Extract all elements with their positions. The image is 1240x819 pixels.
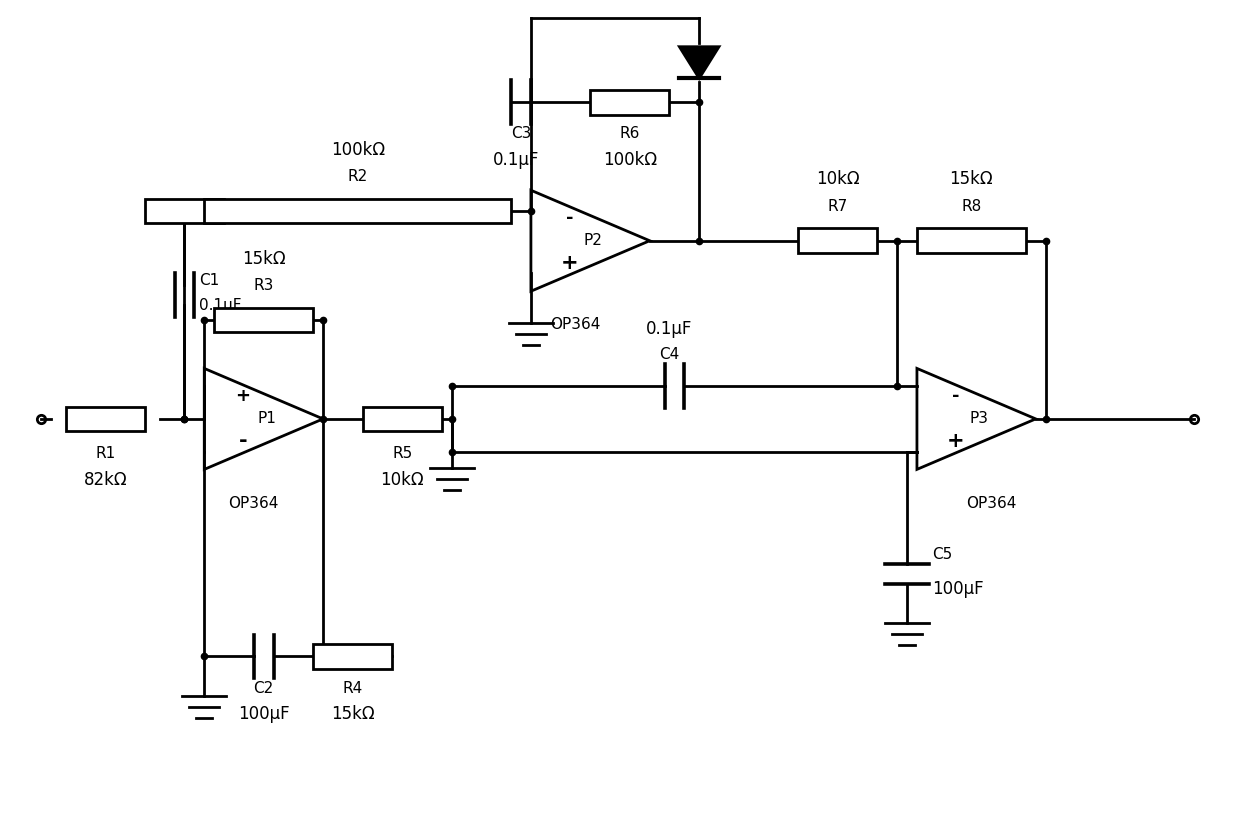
Text: 100kΩ: 100kΩ [331,141,384,159]
Text: C4: C4 [660,347,680,362]
Bar [205,199,511,224]
Text: OP364: OP364 [551,318,600,333]
Text: 10kΩ: 10kΩ [381,471,424,489]
Text: -: - [565,209,573,227]
Text: C5: C5 [931,546,952,562]
Text: 100μF: 100μF [931,580,983,598]
Text: R8: R8 [961,198,982,214]
Text: C2: C2 [253,681,274,695]
Bar [145,199,224,224]
Text: R7: R7 [827,198,848,214]
Text: OP364: OP364 [966,495,1017,510]
Text: OP364: OP364 [228,495,279,510]
Text: +: + [946,432,965,451]
Text: C1: C1 [200,273,219,287]
Text: 100μF: 100μF [238,705,289,723]
Text: 15kΩ: 15kΩ [242,250,285,268]
Text: P3: P3 [970,411,988,427]
Bar [215,308,314,333]
Text: 10kΩ: 10kΩ [816,170,859,188]
Bar [916,229,1025,253]
Bar [314,644,392,669]
Text: +: + [236,387,250,405]
Text: 15kΩ: 15kΩ [950,170,993,188]
Text: P1: P1 [257,411,277,427]
Bar [66,406,145,432]
Text: R6: R6 [620,126,640,142]
Text: R1: R1 [95,446,115,461]
Polygon shape [680,47,719,79]
Text: -: - [952,387,960,405]
Text: 15kΩ: 15kΩ [331,705,374,723]
Text: 0.1μF: 0.1μF [200,297,242,313]
Text: -: - [238,432,247,451]
Text: 0.1μF: 0.1μF [492,151,539,169]
Text: P2: P2 [584,233,603,248]
Text: R3: R3 [253,278,274,292]
Text: C3: C3 [511,126,531,142]
Text: R4: R4 [342,681,363,695]
Bar [590,90,670,115]
Text: R5: R5 [392,446,413,461]
Text: 0.1μF: 0.1μF [646,320,693,337]
Bar [799,229,878,253]
Text: 100kΩ: 100kΩ [603,151,657,169]
Text: R2: R2 [347,169,368,184]
Text: 82kΩ: 82kΩ [83,471,128,489]
Bar [362,406,441,432]
Text: +: + [560,253,578,274]
